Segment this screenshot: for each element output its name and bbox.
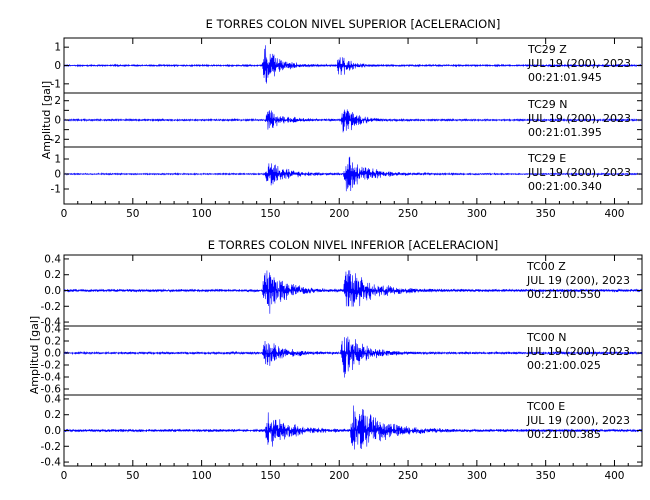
y-tick-label: -0.4 bbox=[41, 457, 62, 469]
x-tick-label: 350 bbox=[536, 208, 556, 220]
station-component-label: TC00 N bbox=[526, 331, 566, 344]
x-tick-label: 200 bbox=[329, 470, 349, 482]
upper-figure-x-axis: 0 50 100 150 200 250 300 350 400 bbox=[61, 38, 629, 220]
x-tick-label: 400 bbox=[604, 208, 624, 220]
y-tick-label: 0 bbox=[54, 60, 61, 72]
x-tick-label: 300 bbox=[467, 208, 487, 220]
lower-figure-ylabel: Amplitud [gal] bbox=[28, 316, 41, 394]
record-date: JUL 19 (200), 2023 bbox=[526, 274, 630, 287]
x-tick-label: 50 bbox=[126, 470, 139, 482]
x-tick-label: 250 bbox=[398, 470, 418, 482]
x-tick-label: 0 bbox=[61, 208, 68, 220]
y-tick-label: 0.4 bbox=[44, 253, 61, 265]
record-date: JUL 19 (200), 2023 bbox=[526, 414, 630, 427]
y-tick-label: -0.4 bbox=[41, 317, 62, 329]
x-tick-label: 150 bbox=[260, 470, 280, 482]
y-tick-label: -2 bbox=[51, 134, 61, 146]
y-tick-label: 0.2 bbox=[44, 336, 61, 348]
trace-tc00-n bbox=[63, 336, 643, 378]
y-tick-label: -0.2 bbox=[41, 441, 62, 453]
y-tick-label: 1 bbox=[54, 154, 61, 166]
y-tick-label: -1 bbox=[51, 78, 61, 90]
record-date: JUL 19 (200), 2023 bbox=[526, 345, 630, 358]
y-tick-label: 0 bbox=[54, 115, 61, 127]
record-time: 00:21:00.550 bbox=[527, 288, 601, 301]
y-tick-label: 1 bbox=[54, 42, 61, 54]
y-tick-label: 0.2 bbox=[44, 269, 61, 281]
station-component-label: TC29 E bbox=[527, 152, 566, 165]
trace-tc29-n bbox=[63, 109, 643, 133]
y-tick-label: -0.2 bbox=[41, 301, 62, 313]
upper-level-figure: E TORRES COLON NIVEL SUPERIOR [ACELERACI… bbox=[40, 17, 643, 220]
y-tick-label: 0.2 bbox=[44, 409, 61, 421]
record-date: JUL 19 (200), 2023 bbox=[527, 112, 631, 125]
trace-tc29-e bbox=[63, 156, 643, 192]
station-component-label: TC29 N bbox=[527, 98, 567, 111]
x-tick-label: 100 bbox=[192, 470, 212, 482]
station-component-label: TC00 Z bbox=[526, 260, 566, 273]
x-tick-label: 100 bbox=[192, 208, 212, 220]
record-date: JUL 19 (200), 2023 bbox=[527, 57, 631, 70]
lower-level-figure: E TORRES COLON NIVEL INFERIOR [ACELERACI… bbox=[28, 238, 643, 482]
record-time: 00:21:00.385 bbox=[527, 428, 601, 441]
y-tick-label: 0.4 bbox=[44, 393, 61, 405]
upper-figure-title: E TORRES COLON NIVEL SUPERIOR [ACELERACI… bbox=[206, 17, 501, 31]
lower-figure-title: E TORRES COLON NIVEL INFERIOR [ACELERACI… bbox=[208, 238, 499, 252]
y-tick-label: -0.2 bbox=[41, 360, 62, 372]
trace-tc00-e bbox=[63, 405, 643, 450]
y-tick-label: -0.4 bbox=[41, 372, 62, 384]
y-tick-label: 0.4 bbox=[44, 324, 61, 336]
station-component-label: TC00 E bbox=[526, 400, 565, 413]
x-tick-label: 350 bbox=[536, 470, 556, 482]
y-tick-label: 0 bbox=[54, 169, 61, 181]
x-tick-label: 200 bbox=[329, 208, 349, 220]
y-tick-label: 0.0 bbox=[44, 348, 61, 360]
y-tick-label: 2 bbox=[54, 95, 61, 107]
record-time: 00:21:00.025 bbox=[527, 359, 601, 372]
x-tick-label: 150 bbox=[260, 208, 280, 220]
record-time: 00:21:01.395 bbox=[528, 126, 602, 139]
trace-tc00-z bbox=[63, 270, 643, 314]
x-tick-label: 300 bbox=[467, 470, 487, 482]
y-tick-label: -0.6 bbox=[41, 384, 62, 396]
x-tick-label: 50 bbox=[126, 208, 139, 220]
y-tick-label: 0.0 bbox=[44, 425, 61, 437]
record-time: 00:21:01.945 bbox=[528, 71, 602, 84]
x-tick-label: 250 bbox=[398, 208, 418, 220]
station-component-label: TC29 Z bbox=[527, 43, 567, 56]
y-tick-label: -1 bbox=[51, 184, 61, 196]
y-tick-label: 0.0 bbox=[44, 285, 61, 297]
upper-figure-ylabel: Amplitud [gal] bbox=[40, 81, 53, 159]
lower-figure-x-axis: 0 50 100 150 200 250 300 350 400 bbox=[61, 255, 629, 482]
x-tick-label: 400 bbox=[604, 470, 624, 482]
record-date: JUL 19 (200), 2023 bbox=[527, 166, 631, 179]
record-time: 00:21:00.340 bbox=[528, 180, 602, 193]
trace-tc29-z bbox=[63, 45, 643, 84]
x-tick-label: 0 bbox=[61, 470, 68, 482]
